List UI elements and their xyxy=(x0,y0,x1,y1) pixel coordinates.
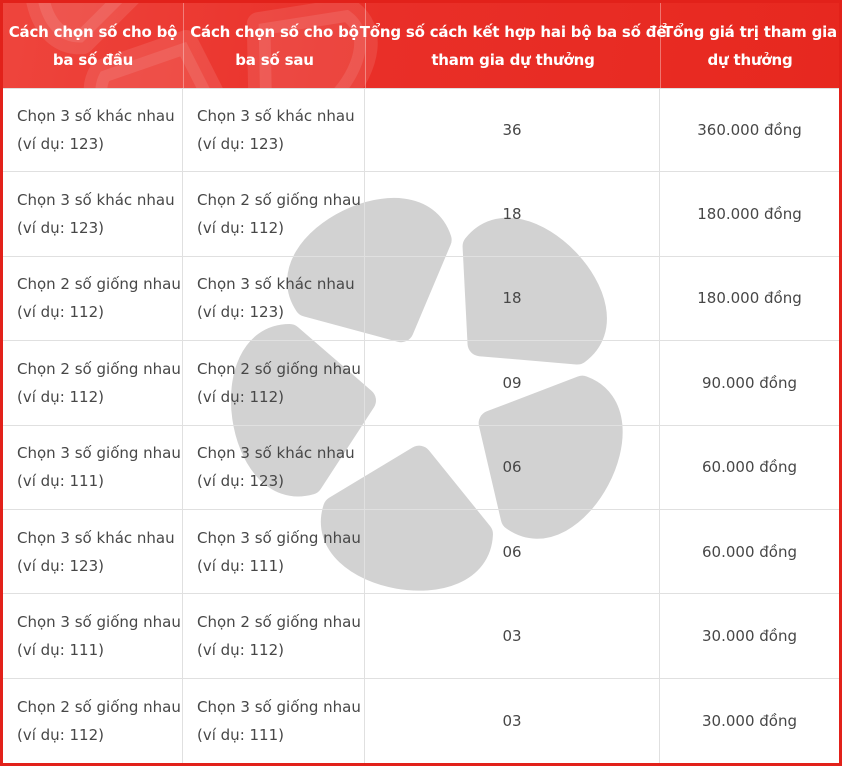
combinations-cell: 18 xyxy=(365,172,660,257)
combinations-cell: 06 xyxy=(365,509,660,595)
second-triple-cell: Chọn 2 số giống nhau (ví dụ: 112) xyxy=(183,594,365,679)
total-value-cell: 90.000 đồng xyxy=(660,341,839,426)
second-triple-cell: Chọn 2 số giống nhau (ví dụ: 112) xyxy=(183,341,365,426)
combinations-cell: 06 xyxy=(365,425,660,510)
combinations-cell: 18 xyxy=(365,256,660,342)
total-value-cell: 360.000 đồng xyxy=(660,88,839,173)
combinations-cell: 36 xyxy=(365,88,660,173)
total-value-cell: 60.000 đồng xyxy=(660,426,839,510)
second-triple-cell: Chọn 3 số khác nhau (ví dụ: 123) xyxy=(183,425,365,510)
column-header-total-value: Tổng giá trị tham gia dự thưởng xyxy=(660,3,839,88)
combinations-cell: 03 xyxy=(365,678,660,763)
first-triple-cell: Chọn 2 số giống nhau (ví dụ: 112) xyxy=(3,341,183,426)
column-header-second-triple: Cách chọn số cho bộ ba số sau xyxy=(183,3,365,88)
second-triple-cell: Chọn 2 số giống nhau (ví dụ: 112) xyxy=(183,172,365,257)
total-value-cell: 180.000 đồng xyxy=(660,257,839,342)
table-grid: Cách chọn số cho bộ ba số đầu Cách chọn … xyxy=(3,3,839,763)
second-triple-cell: Chọn 3 số giống nhau (ví dụ: 111) xyxy=(183,509,365,595)
first-triple-cell: Chọn 3 số giống nhau (ví dụ: 111) xyxy=(3,594,183,679)
first-triple-cell: Chọn 3 số khác nhau (ví dụ: 123) xyxy=(3,509,183,595)
second-triple-cell: Chọn 3 số khác nhau (ví dụ: 123) xyxy=(183,256,365,342)
total-value-cell: 30.000 đồng xyxy=(660,594,839,679)
total-value-cell: 180.000 đồng xyxy=(660,172,839,257)
column-header-combinations: Tổng số cách kết hợp hai bộ ba số để tha… xyxy=(360,3,667,88)
total-value-cell: 30.000 đồng xyxy=(702,711,797,730)
column-header-first-triple: Cách chọn số cho bộ ba số đầu xyxy=(8,22,178,69)
table-header-band xyxy=(3,3,839,88)
total-value-cell: 60.000 đồng xyxy=(660,510,839,595)
first-triple-cell: Chọn 3 số giống nhau (ví dụ: 111) xyxy=(3,425,183,510)
first-triple-cell: Chọn 3 số khác nhau (ví dụ: 123) xyxy=(3,172,183,257)
first-triple-cell: Chọn 2 số giống nhau (ví dụ: 112) xyxy=(3,256,183,342)
second-triple-cell: Chọn 3 số giống nhau (ví dụ: 111) xyxy=(183,678,365,763)
combinations-cell: 03 xyxy=(365,594,660,679)
first-triple-cell: Chọn 2 số giống nhau (ví dụ: 112) xyxy=(3,678,183,763)
combinations-cell: 09 xyxy=(365,341,660,426)
first-triple-cell: Chọn 3 số khác nhau (ví dụ: 123) xyxy=(3,88,183,173)
second-triple-cell: Chọn 3 số khác nhau (ví dụ: 123) xyxy=(183,88,365,173)
